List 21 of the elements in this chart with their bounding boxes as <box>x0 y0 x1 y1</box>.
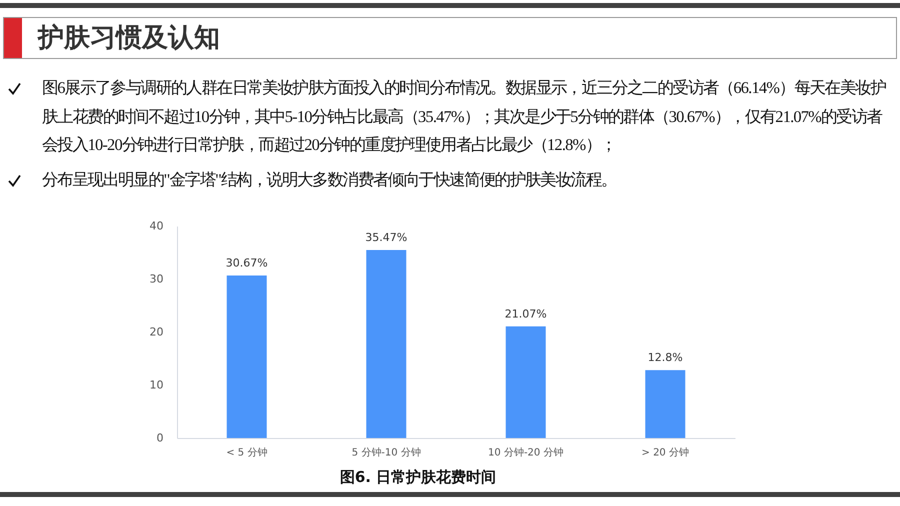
data-label: 21.07% <box>504 307 547 320</box>
y-tick-label: 0 <box>156 432 164 444</box>
y-tick-label: 10 <box>150 378 164 392</box>
y-tick-label: 40 <box>150 220 164 232</box>
x-tick-label: > 20 分钟 <box>642 446 689 458</box>
caption: 图6. 日常护肤花费时间 <box>338 468 498 487</box>
bar <box>506 326 546 438</box>
y-tick-label: 30 <box>150 272 164 286</box>
x-tick-label: 5 分钟-10 分钟 <box>352 446 421 458</box>
bar <box>226 275 267 438</box>
bar <box>645 370 686 438</box>
data-label: 30.67% <box>226 256 268 270</box>
y-tick-label: 20 <box>150 326 164 338</box>
bar <box>366 250 406 438</box>
text: 分布呈现出明显的"金字塔"结构，说明大多数消费者倾向于快速简便的护肤美妆流程。 <box>42 168 618 190</box>
data-label: 35.47% <box>365 231 408 244</box>
caption: 图6展示了参与调研的人群在日常美妆护肤方面投入的时间分布情况。数据显示，近三分之二的受访者（66.14%）每天在美妆护肤上花费的时间不超过10分钟，其中5-10分钟占比最高（35.47%）；其次是少于5分钟的群体（30.67%），仅有21.07%的受访者会投入10-20分钟进行日常护肤，而超过20分钟的重度护理使用者占比最少（12.8%）； <box>42 77 887 156</box>
x-tick-label: < 5 分钟 <box>226 446 268 458</box>
data-label: 12.8% <box>648 351 683 364</box>
x-tick-label: 10 分钟-20 分钟 <box>488 446 564 458</box>
chart-title: 护肤习惯及认知 <box>38 22 220 55</box>
